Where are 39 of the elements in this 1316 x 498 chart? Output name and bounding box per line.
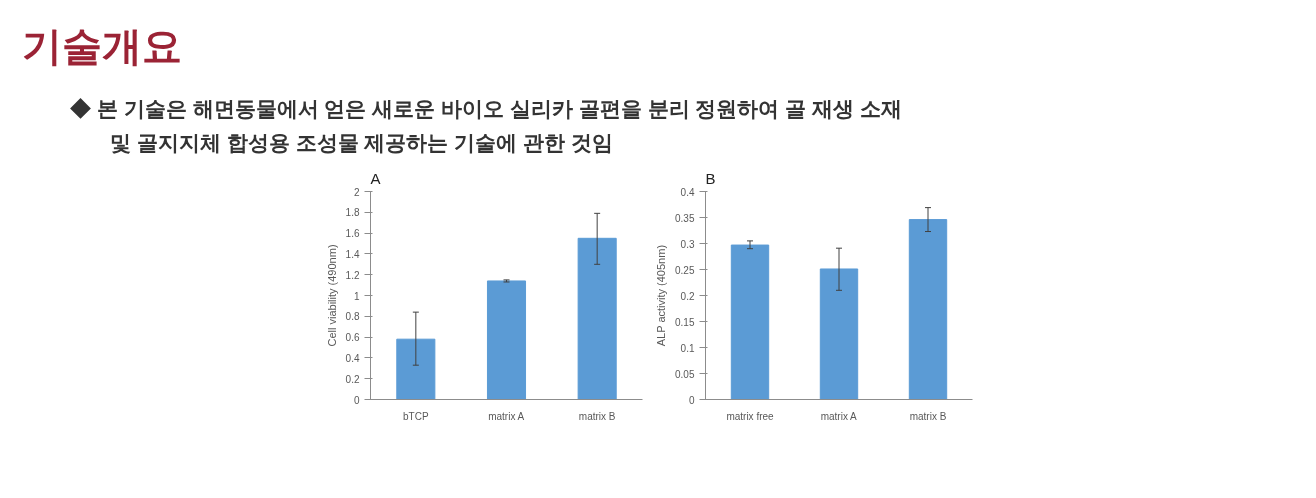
- y-tick-label: 0.1: [680, 342, 695, 354]
- y-axis-title: Cell viability (490nm): [325, 244, 338, 347]
- bar: [486, 280, 527, 400]
- x-tick-label: matrix B: [909, 410, 947, 422]
- y-tick-label: 0.05: [675, 368, 695, 380]
- text: ◆ 본 기술은 해면동물에서 얻은 새로운 바이오 실리카 골편을 분리 정원하여 골 재생 소재: [70, 96, 902, 122]
- bar: [730, 244, 770, 400]
- y-tick-label: 1.6: [345, 228, 360, 240]
- text: 기술개요: [22, 23, 182, 70]
- y-tick-label: 0.4: [680, 186, 695, 198]
- y-tick-label: 0.35: [675, 212, 695, 224]
- bar: [396, 338, 436, 400]
- y-axis-title: ALP activity (405nm): [655, 244, 668, 347]
- bar: [819, 268, 859, 400]
- x-tick-label: matrix B: [578, 410, 616, 422]
- y-tick-label: 0.4: [345, 352, 360, 364]
- x-tick-label: bTCP: [403, 410, 429, 422]
- y-tick-label: 2: [353, 186, 360, 198]
- y-tick-label: 0.2: [345, 373, 360, 385]
- y-tick-label: 0.8: [345, 311, 360, 323]
- x-tick-label: matrix free: [726, 410, 775, 422]
- bar: [577, 237, 617, 400]
- y-tick-label: 0: [688, 394, 695, 406]
- y-tick-label: 0.2: [680, 290, 695, 302]
- chart-title: A: [370, 169, 381, 187]
- y-tick-label: 0.25: [675, 264, 695, 276]
- y-tick-label: 0.15: [675, 316, 695, 328]
- text: 및 골지지체 합성용 조성물 제공하는 기술에 관한 것임: [110, 130, 613, 156]
- y-tick-label: 0.3: [680, 238, 695, 250]
- x-tick-label: matrix A: [488, 410, 525, 422]
- y-tick-label: 1.8: [345, 207, 360, 219]
- y-tick-label: 0: [353, 394, 360, 406]
- y-tick-label: 1: [353, 290, 360, 302]
- y-tick-label: 1.4: [345, 248, 360, 260]
- y-tick-label: 0.6: [345, 332, 360, 344]
- x-tick-label: matrix A: [820, 410, 858, 422]
- bar: [908, 219, 948, 400]
- y-tick-label: 1.2: [345, 269, 360, 281]
- chart-title: B: [705, 169, 716, 187]
